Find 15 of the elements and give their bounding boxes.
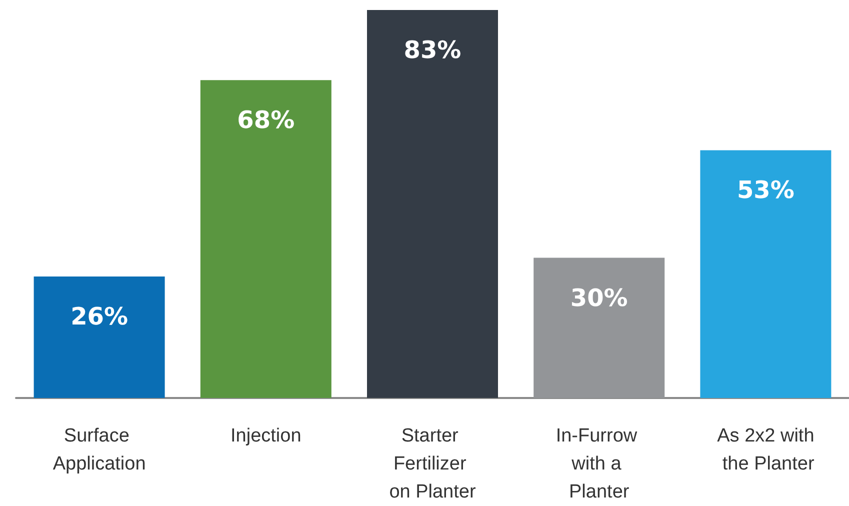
x-tick-label: Starter Fertilizer on Planter: [389, 426, 476, 502]
data-label: 83%: [404, 36, 462, 64]
x-tick-label: Surface Application: [52, 426, 146, 474]
data-label: 68%: [237, 106, 295, 134]
bar: [367, 10, 498, 398]
x-tick-label: In-Furrow with a Planter: [556, 426, 642, 502]
data-label: 53%: [736, 176, 794, 204]
bar: [200, 80, 332, 398]
data-label: 30%: [570, 284, 628, 312]
x-tick-label: As 2x2 with the Planter: [717, 426, 815, 474]
x-tick-label: Injection: [230, 426, 302, 446]
bar: [534, 258, 665, 398]
bar: [700, 150, 832, 398]
bar: [34, 276, 165, 398]
data-label: 26%: [70, 302, 128, 330]
